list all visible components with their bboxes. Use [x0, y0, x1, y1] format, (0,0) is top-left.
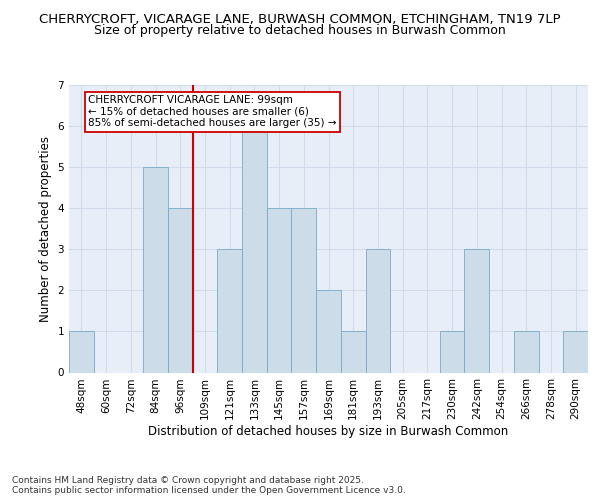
- Bar: [341, 332, 365, 372]
- Text: CHERRYCROFT, VICARAGE LANE, BURWASH COMMON, ETCHINGHAM, TN19 7LP: CHERRYCROFT, VICARAGE LANE, BURWASH COMM…: [39, 12, 561, 26]
- Text: CHERRYCROFT VICARAGE LANE: 99sqm
← 15% of detached houses are smaller (6)
85% of: CHERRYCROFT VICARAGE LANE: 99sqm ← 15% o…: [88, 96, 337, 128]
- Bar: [217, 250, 242, 372]
- Bar: [563, 332, 588, 372]
- Text: Size of property relative to detached houses in Burwash Common: Size of property relative to detached ho…: [94, 24, 506, 37]
- Bar: [168, 208, 193, 372]
- X-axis label: Distribution of detached houses by size in Burwash Common: Distribution of detached houses by size …: [148, 425, 509, 438]
- Bar: [440, 332, 464, 372]
- Text: Contains HM Land Registry data © Crown copyright and database right 2025.
Contai: Contains HM Land Registry data © Crown c…: [12, 476, 406, 495]
- Bar: [316, 290, 341, 372]
- Bar: [365, 250, 390, 372]
- Bar: [69, 332, 94, 372]
- Bar: [143, 167, 168, 372]
- Bar: [267, 208, 292, 372]
- Bar: [242, 126, 267, 372]
- Bar: [292, 208, 316, 372]
- Y-axis label: Number of detached properties: Number of detached properties: [39, 136, 52, 322]
- Bar: [514, 332, 539, 372]
- Bar: [464, 250, 489, 372]
